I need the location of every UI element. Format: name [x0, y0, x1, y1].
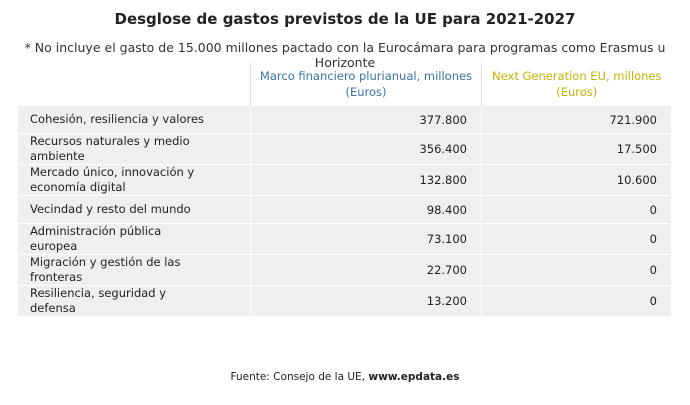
header-empty: [18, 63, 251, 106]
value: 22.700: [426, 263, 467, 277]
value-cell: 98.400: [250, 195, 482, 224]
value: 10.600: [616, 173, 657, 187]
label: Recursos naturales y medio ambiente: [30, 134, 190, 163]
value: 356.400: [419, 142, 467, 156]
value-cell: 22.700: [250, 254, 482, 286]
source-text: Fuente: Consejo de la UE,: [230, 371, 366, 383]
value-cell: 132.800: [250, 164, 482, 196]
value: 73.100: [426, 232, 467, 246]
value: 17.500: [616, 142, 657, 156]
source: Fuente: Consejo de la UE, www.epdata.es: [0, 371, 690, 383]
label: Resiliencia, seguridad y defensa: [30, 286, 167, 315]
value-cell: 0: [481, 285, 672, 317]
value: 132.800: [419, 173, 467, 187]
value: 721.900: [609, 112, 657, 127]
label-cell: Administración pública europea: [18, 223, 251, 255]
label-cell: Resiliencia, seguridad y defensa: [18, 285, 251, 317]
label-cell: Recursos naturales y medio ambiente: [18, 133, 251, 165]
table-body: Cohesión, resiliencia y valores 377.800 72…: [18, 105, 672, 317]
column-header: Marco financiero plurianual, millones (E…: [250, 63, 482, 106]
value: 0: [649, 202, 657, 217]
label: Vecindad y resto del mundo: [30, 202, 191, 216]
label: Mercado único, innovación y economía dig…: [30, 165, 195, 194]
label-cell: Migración y gestión de las fronteras: [18, 254, 251, 286]
value: 13.200: [426, 294, 467, 308]
row: Mercado único, innovación y economía dig…: [18, 164, 672, 196]
row: Cohesión, resiliencia y valores 377.800 72…: [18, 105, 672, 134]
header-row: Marco financiero plurianual, millones (E…: [18, 63, 672, 106]
source-link: www.epdata.es: [368, 371, 460, 383]
row: Migración y gestión de las fronteras 22.7…: [18, 254, 672, 286]
value: 377.800: [419, 112, 467, 127]
row: Recursos naturales y medio ambiente 356.4…: [18, 133, 672, 165]
label-cell: Vecindad y resto del mundo: [18, 195, 251, 224]
value-cell: 0: [481, 195, 672, 224]
label-cell: Cohesión, resiliencia y valores: [18, 105, 251, 134]
label-cell: Mercado único, innovación y economía dig…: [18, 164, 251, 196]
title: Desglose de gastos previstos de la UE pa…: [114, 10, 576, 28]
label: Administración pública europea: [30, 224, 162, 253]
value-cell: 377.800: [250, 105, 482, 134]
value-cell: 10.600: [481, 164, 672, 196]
table: Marco financiero plurianual, millones (E…: [18, 63, 672, 317]
value: 0: [649, 232, 657, 246]
value: 0: [649, 263, 657, 277]
value-cell: 0: [481, 223, 672, 255]
value: 0: [649, 294, 657, 308]
row: Vecindad y resto del mundo 98.400 0: [18, 195, 672, 224]
value-cell: 721.900: [481, 105, 672, 134]
column-header: Next Generation EU, millones (Euros): [481, 63, 672, 106]
row: Resiliencia, seguridad y defensa 13.200 0: [18, 285, 672, 317]
value-cell: 73.100: [250, 223, 482, 255]
value-cell: 356.400: [250, 133, 482, 165]
label: Cohesión, resiliencia y valores: [30, 112, 205, 126]
row: Administración pública europea 73.100 0: [18, 223, 672, 255]
value-cell: 17.500: [481, 133, 672, 165]
value-cell: 0: [481, 254, 672, 286]
label: Migración y gestión de las fronteras: [30, 255, 181, 284]
value-cell: 13.200: [250, 285, 482, 317]
value: 98.400: [426, 202, 467, 217]
